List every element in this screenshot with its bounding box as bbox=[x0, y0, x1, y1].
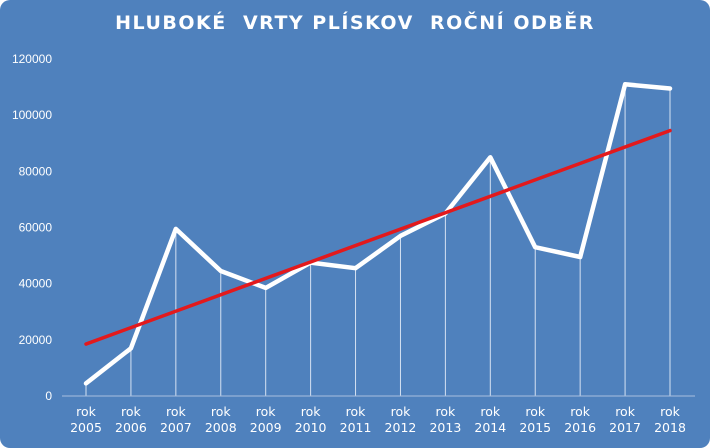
series-layer bbox=[83, 82, 673, 386]
x-tick-label: rok 2018 bbox=[654, 404, 686, 435]
y-tick-label: 40000 bbox=[19, 277, 53, 291]
y-tick-label: 20000 bbox=[19, 333, 53, 347]
y-tick-label: 80000 bbox=[19, 164, 53, 178]
y-tick-label: 0 bbox=[45, 389, 52, 403]
x-tick-label: rok 2013 bbox=[429, 404, 461, 435]
x-tick-label: rok 2011 bbox=[340, 404, 372, 435]
x-tick-label: rok 2012 bbox=[385, 404, 417, 435]
trendline-layer bbox=[84, 128, 672, 346]
y-tick-label: 120000 bbox=[12, 52, 52, 66]
trend-line bbox=[84, 128, 672, 346]
x-tick-label: rok 2008 bbox=[205, 404, 237, 435]
y-tick-label: 100000 bbox=[12, 108, 52, 122]
x-tick-label: rok 2015 bbox=[519, 404, 551, 435]
y-axis: 0 20000 40000 60000 80000 100000 120000 bbox=[12, 52, 52, 403]
x-tick-label: rok 2009 bbox=[250, 404, 282, 435]
x-tick-label: rok 2010 bbox=[295, 404, 327, 435]
x-tick-label: rok 2005 bbox=[70, 404, 102, 435]
x-tick-label: rok 2016 bbox=[564, 404, 596, 435]
x-tick-label: rok 2007 bbox=[160, 404, 192, 435]
series-line bbox=[83, 82, 673, 386]
chart-title: HLUBOKÉ VRTY PLÍSKOV ROČNÍ ODBĚR bbox=[115, 12, 595, 34]
x-tick-label: rok 2006 bbox=[115, 404, 147, 435]
x-axis: rok 2005 rok 2006 rok 2007 rok 2008 rok 2009 rok 20… bbox=[62, 395, 695, 435]
x-tick-label: rok 2017 bbox=[609, 404, 641, 435]
x-tick-label: rok 2014 bbox=[474, 404, 506, 435]
y-tick-label: 60000 bbox=[19, 221, 53, 235]
